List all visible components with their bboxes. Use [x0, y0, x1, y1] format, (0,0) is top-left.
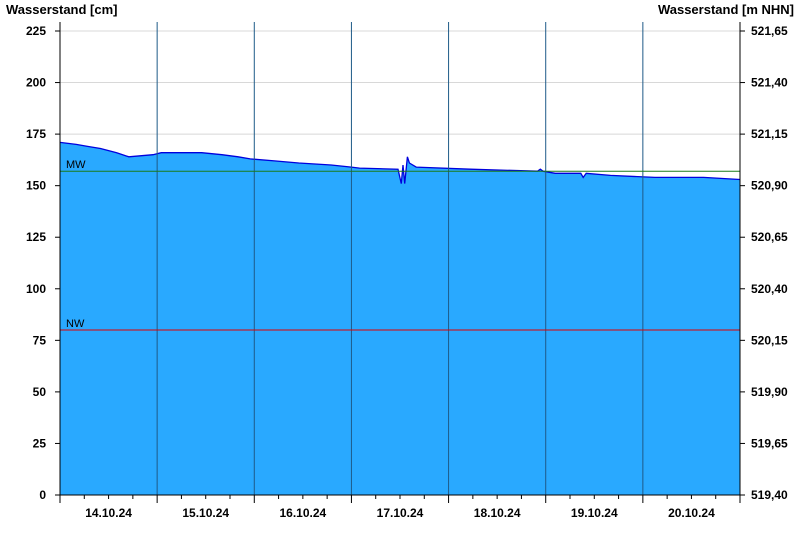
x-tick-label: 14.10.24 [85, 506, 132, 520]
y-tick-label-right: 521,15 [751, 127, 788, 141]
water-level-area [60, 142, 740, 495]
y-tick-label-left: 175 [26, 127, 46, 141]
y-tick-label-left: 150 [26, 179, 46, 193]
y-tick-label-left: 75 [33, 333, 47, 347]
y-tick-label-right: 519,90 [751, 385, 788, 399]
y-tick-label-right: 519,65 [751, 436, 788, 450]
left-axis-title: Wasserstand [cm] [6, 2, 118, 17]
y-tick-label-right: 519,40 [751, 488, 788, 502]
water-level-line [59, 141, 741, 184]
x-tick-label: 16.10.24 [279, 506, 326, 520]
y-tick-label-left: 25 [33, 436, 47, 450]
y-tick-label-left: 125 [26, 230, 46, 244]
x-tick-label: 15.10.24 [182, 506, 229, 520]
right-axis-title: Wasserstand [m NHN] [657, 2, 794, 17]
y-tick-label-left: 225 [26, 24, 46, 38]
reference-label-mw: MW [66, 159, 86, 171]
x-tick-label: 19.10.24 [571, 506, 618, 520]
x-tick-label: 20.10.24 [668, 506, 715, 520]
y-tick-label-right: 521,40 [751, 76, 788, 90]
y-tick-label-right: 520,90 [751, 179, 788, 193]
reference-label-nw: NW [66, 318, 85, 330]
y-tick-label-right: 521,65 [751, 24, 788, 38]
y-tick-label-right: 520,65 [751, 230, 788, 244]
y-tick-label-left: 200 [26, 76, 46, 90]
x-tick-label: 18.10.24 [474, 506, 521, 520]
y-tick-label-left: 50 [33, 385, 47, 399]
y-tick-label-right: 520,15 [751, 333, 788, 347]
y-tick-label-left: 100 [26, 282, 46, 296]
y-tick-label-left: 0 [39, 488, 46, 502]
x-tick-label: 17.10.24 [377, 506, 424, 520]
y-tick-label-right: 520,40 [751, 282, 788, 296]
